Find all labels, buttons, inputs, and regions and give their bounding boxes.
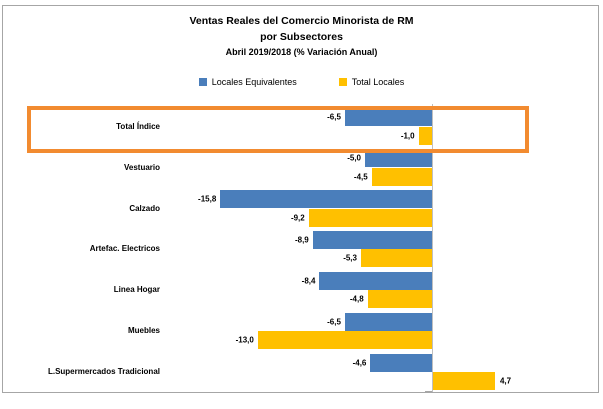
bar-total-locales [432,372,495,391]
legend-label: Total Locales [351,77,405,87]
axis-bottom-tick [425,391,432,392]
bar-total-locales [367,290,432,309]
chart-title-line-1: Ventas Reales del Comercio Minorista de … [189,15,414,27]
bar-value-label: 4,7 [499,376,512,386]
bar-total-locales [418,126,432,145]
legend-swatch-yellow-icon [338,78,347,86]
category-label: Total Índice [116,121,160,131]
bar-locales-equivalentes [220,190,432,209]
highlight-box-total-indice [27,106,529,153]
chart-title-line-2: por Subsectores [260,31,343,43]
bar-value-label: -5,0 [347,153,361,163]
bar-total-locales [371,167,432,186]
bar-total-locales [360,249,432,268]
category-label: Muebles [127,326,160,336]
bar-value-label: -4,8 [349,294,364,304]
bar-value-label: -5,3 [343,253,357,263]
legend-swatch-blue-icon [198,78,207,86]
zero-axis-line [432,104,433,392]
legend-label: Locales Equivalentes [211,77,297,87]
bar-value-label: -4,5 [353,172,368,182]
category-label: Calzado [129,203,160,213]
bar-value-label: -6,5 [327,317,341,327]
bar-value-label: -15,8 [198,194,217,204]
bar-locales-equivalentes [365,149,432,168]
bar-value-label: -8,4 [301,276,316,286]
bar-total-locales [257,331,432,350]
bar-value-label: -9,2 [290,213,305,223]
bar-locales-equivalentes [344,108,432,127]
category-label: Linea Hogar [113,285,160,295]
bar-value-label: -13,0 [235,335,254,345]
bar-locales-equivalentes [312,230,432,249]
chart-title: Ventas Reales del Comercio Minorista de … [0,13,603,60]
category-label: Vestuario [123,162,160,172]
bar-locales-equivalentes [319,271,432,290]
bar-value-label: -6,5 [327,112,341,122]
bar-locales-equivalentes [370,353,432,372]
category-label: L.Supermercados Tradicional [47,367,160,377]
chart-title-line-3: Abril 2019/2018 (% Variación Anual) [225,47,378,57]
category-label: Artefac. Electricos [89,244,160,254]
legend-item-locales-equivalentes: Locales Equivalentes [198,77,297,87]
bar-total-locales [308,208,432,227]
bar-value-label: -8,9 [294,235,309,245]
bar-locales-equivalentes [344,312,432,331]
bar-value-label: -4,6 [352,358,367,368]
chart-legend: Locales Equivalentes Total Locales [0,77,603,87]
bar-value-label: -1,0 [400,131,415,141]
legend-item-total-locales: Total Locales [338,77,405,87]
